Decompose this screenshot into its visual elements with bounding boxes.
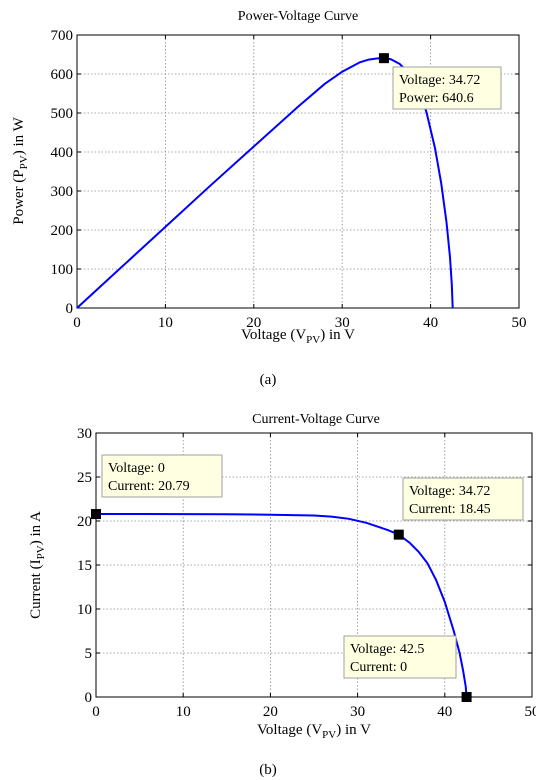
- x-axis-label: Voltage (VPV) in V: [241, 327, 355, 346]
- datatip-box: [101, 454, 223, 498]
- datatip: Voltage: 0 Current: 20.79: [91, 454, 223, 520]
- chart-title: Current-Voltage Curve: [252, 412, 380, 427]
- datatip-line: Voltage: 34.72: [409, 484, 490, 499]
- x-tick-label: 20: [263, 704, 278, 720]
- datatips: Voltage: 0 Current: 20.79 Voltage: 34.72 Cu…: [91, 454, 524, 702]
- y-tick-label: 20: [77, 514, 92, 530]
- y-axis-label: Current (IPV) in A: [28, 511, 47, 619]
- x-tick-label: 30: [350, 704, 365, 720]
- y-tick-label: 10: [77, 602, 92, 618]
- datatip-marker: [378, 53, 389, 64]
- datatip: Voltage: 34.72 Current: 18.45: [393, 477, 524, 540]
- x-axis-label: Voltage (VPV) in V: [257, 722, 371, 741]
- x-tick-label: 0: [73, 315, 81, 331]
- y-axis-label: Power (PPV) in W: [11, 116, 30, 224]
- datatip-box: [343, 635, 457, 679]
- y-tick-label: 400: [51, 145, 74, 161]
- datatip-line: Voltage: 42.5: [350, 642, 424, 657]
- x-tick-label: 50: [525, 704, 536, 720]
- datatip-line: Voltage: 34.72: [399, 73, 480, 88]
- y-tick-label: 600: [51, 67, 74, 83]
- x-tick-label: 10: [176, 704, 191, 720]
- axis-ticks: 0 10 20 30 40 50 0 5 10 15 20 25 30: [77, 426, 536, 720]
- y-tick-label: 0: [85, 690, 93, 706]
- caption-b: (b): [259, 762, 277, 778]
- datatip-marker: [393, 529, 404, 540]
- current-voltage-chart: Current-Voltage Curve 0 10 20 30 40 50 0 5 10 15 2…: [28, 412, 536, 778]
- y-tick-label: 700: [51, 28, 74, 44]
- datatip-marker: [91, 509, 101, 520]
- datatip-marker: [461, 692, 472, 702]
- x-tick-label: 50: [512, 315, 527, 331]
- x-tick-label: 30: [335, 315, 350, 331]
- power-voltage-chart: Power-Voltage Curve 0 10 20 30 40 50010020030…: [11, 9, 527, 388]
- datatip-box: [402, 477, 524, 521]
- y-tick-label: 15: [77, 558, 92, 574]
- current-curve: [96, 513, 468, 698]
- chart-title: Power-Voltage Curve: [238, 9, 358, 24]
- datatip-line: Current: 18.45: [409, 502, 491, 517]
- caption-a: (a): [260, 372, 277, 388]
- y-tick-label: 25: [77, 470, 92, 486]
- x-tick-label: 40: [423, 315, 438, 331]
- datatip-box: [392, 66, 502, 110]
- x-tick-label: 20: [246, 315, 261, 331]
- x-tick-label: 40: [437, 704, 452, 720]
- x-tick-label: 0: [92, 704, 100, 720]
- datatip: Voltage: 34.72 Power: 640.6: [378, 53, 502, 110]
- datatip-line: Current: 0: [350, 660, 407, 675]
- y-tick-label: 200: [51, 223, 74, 239]
- y-tick-label: 5: [85, 646, 93, 662]
- y-tick-label: 500: [51, 106, 74, 122]
- datatip: Voltage: 42.5 Current: 0: [343, 635, 472, 702]
- y-tick-label: 0: [66, 301, 74, 317]
- datatip-line: Power: 640.6: [399, 91, 474, 106]
- datatips: Voltage: 34.72 Power: 640.6: [378, 53, 502, 110]
- x-tick-label: 10: [158, 315, 173, 331]
- datatip-line: Voltage: 0: [108, 461, 165, 476]
- y-tick-label: 300: [51, 184, 74, 200]
- grid-lines: [96, 433, 532, 697]
- y-tick-label: 100: [51, 262, 74, 278]
- datatip-line: Current: 20.79: [108, 479, 190, 494]
- y-tick-label: 30: [77, 426, 92, 442]
- plot-frame: [76, 34, 520, 309]
